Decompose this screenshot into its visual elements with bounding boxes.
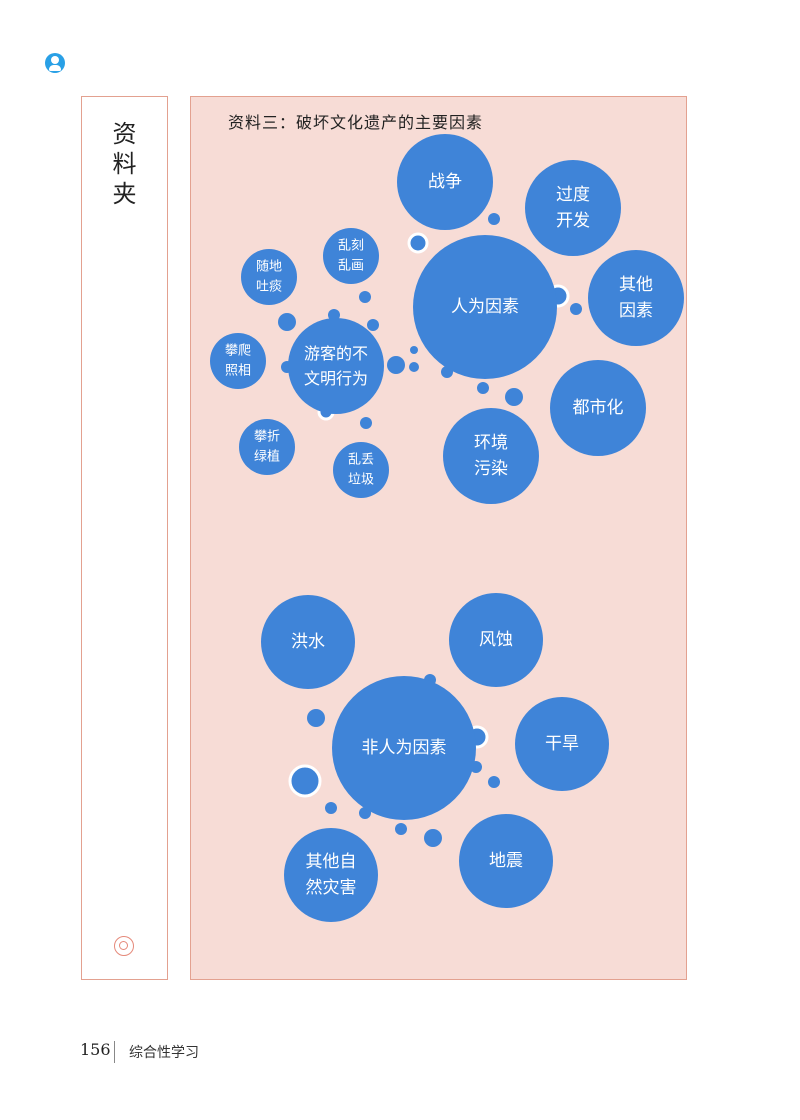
- decor-bubble: [570, 303, 582, 315]
- material-title: 资料三：破坏文化遗产的主要因素: [228, 113, 484, 132]
- factor-erosion-bubble: [449, 593, 543, 687]
- decor-bubble: [367, 319, 379, 331]
- decor-bubble: [278, 313, 296, 331]
- decor-bubble: [387, 356, 405, 374]
- decor-bubble: [328, 309, 340, 321]
- factor-drought-label: 干旱: [545, 734, 579, 754]
- page-number: 156: [80, 1040, 111, 1059]
- side-title-char: 资: [112, 120, 137, 148]
- side-title: 资 料 夹: [82, 119, 167, 209]
- factor-earthquake-label: 地震: [489, 851, 523, 871]
- behavior-pick-label: 攀折: [254, 429, 280, 444]
- decor-bubble: [410, 346, 418, 354]
- decor-bubble: [407, 232, 429, 254]
- factor-urban-label: 都市化: [573, 398, 624, 418]
- decor-bubble: [409, 362, 419, 372]
- decor-bubble: [424, 829, 442, 847]
- decor-bubble: [488, 776, 500, 788]
- decor-bubble: [505, 388, 523, 406]
- factor-war-bubble: [397, 134, 493, 230]
- factor-overdev-label: 过度: [556, 185, 590, 205]
- behavior-spit-bubble: [241, 249, 297, 305]
- behavior-graffiti-label: 乱刻: [338, 238, 364, 253]
- human-factors-center-bubble: [413, 235, 557, 379]
- factor-tourist-label: 游客的不: [304, 344, 368, 363]
- factor-tourist-label: 文明行为: [304, 369, 368, 388]
- section-label: 综合性学习: [129, 1045, 199, 1061]
- behavior-graffiti-label: 乱画: [338, 259, 364, 274]
- decor-bubble: [307, 709, 325, 727]
- factor-other-bubble: [588, 250, 684, 346]
- behavior-litter-label: 垃圾: [348, 473, 374, 488]
- decor-bubble: [477, 382, 489, 394]
- side-strip: 资 料 夹: [81, 96, 168, 980]
- factor-other-label: 因素: [619, 301, 653, 321]
- behavior-litter-bubble: [333, 442, 389, 498]
- decor-bubble: [360, 417, 372, 429]
- behavior-pick-label: 绿植: [254, 450, 280, 465]
- factor-other-label: 其他: [619, 275, 653, 295]
- factor-pollution-label: 环境: [474, 433, 508, 453]
- behavior-spit-label: 随地: [256, 259, 282, 274]
- factor-pollution-bubble: [443, 408, 539, 504]
- human-factors-center-label: 人为因素: [451, 297, 519, 317]
- natural-factors-center-label: 非人为因素: [362, 738, 447, 758]
- decor-bubble: [325, 802, 337, 814]
- factor-drought-bubble: [515, 697, 609, 791]
- behavior-climb-label: 照相: [225, 364, 251, 379]
- factor-earthquake-bubble: [459, 814, 553, 908]
- page-divider: [114, 1041, 115, 1063]
- behavior-climb-bubble: [210, 333, 266, 389]
- behavior-litter-label: 乱丢: [348, 452, 374, 467]
- factor-pollution-label: 污染: [474, 459, 508, 479]
- decor-bubble: [395, 823, 407, 835]
- behavior-pick-bubble: [239, 419, 295, 475]
- factor-other-disaster-label: 然灾害: [306, 878, 357, 898]
- factor-overdev-bubble: [525, 160, 621, 256]
- user-icon: [45, 53, 65, 73]
- behavior-spit-label: 吐痰: [256, 279, 282, 295]
- behavior-climb-label: 攀爬: [225, 343, 251, 358]
- factor-flood-bubble: [261, 595, 355, 689]
- natural-factors-center-bubble: [332, 676, 476, 820]
- side-title-char: 夹: [112, 180, 137, 208]
- factor-erosion-label: 风蚀: [479, 630, 513, 650]
- ring-ornament-icon: [114, 936, 134, 956]
- decor-bubble: [359, 291, 371, 303]
- factor-war-label: 战争: [428, 172, 462, 192]
- behavior-graffiti-bubble: [323, 228, 379, 284]
- decor-bubble: [488, 213, 500, 225]
- factor-other-disaster-bubble: [284, 828, 378, 922]
- factor-urban-bubble: [550, 360, 646, 456]
- side-title-char: 料: [112, 150, 137, 178]
- factor-other-disaster-label: 其他自: [306, 852, 357, 872]
- factor-flood-label: 洪水: [291, 632, 325, 652]
- decor-bubble: [288, 764, 322, 798]
- factor-overdev-label: 开发: [556, 211, 590, 231]
- factor-tourist-bubble: [288, 318, 384, 414]
